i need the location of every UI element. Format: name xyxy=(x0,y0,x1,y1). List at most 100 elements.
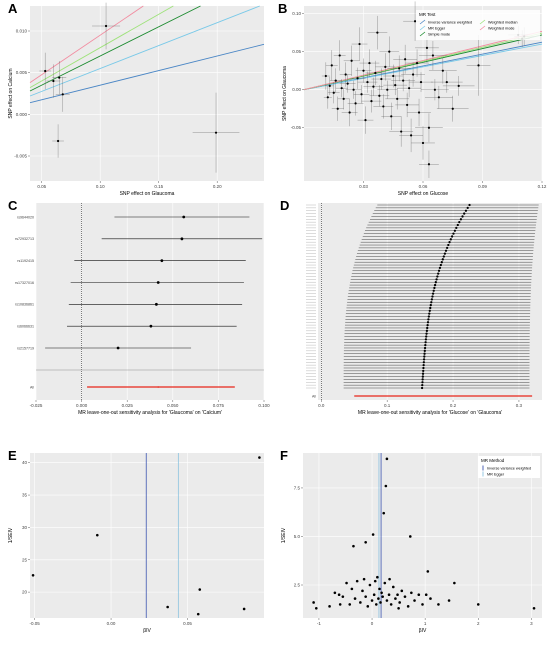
data-point xyxy=(330,64,333,67)
forest-estimate xyxy=(468,203,471,207)
y-tick-label: -0.05 xyxy=(291,125,302,130)
forest-estimate xyxy=(160,259,164,263)
forest-estimate xyxy=(433,283,437,287)
forest-estimate xyxy=(424,341,427,344)
forest-estimate xyxy=(423,355,426,358)
forest-estimate xyxy=(461,215,464,218)
data-point xyxy=(437,603,440,606)
data-point xyxy=(408,535,412,538)
forest-estimate xyxy=(439,263,443,267)
forest-estimate xyxy=(455,226,458,230)
legend-entry: Weighted mode xyxy=(488,27,515,31)
y-tick-label: 0.000 xyxy=(16,112,28,117)
data-point xyxy=(44,69,47,73)
data-point xyxy=(424,593,428,597)
data-point xyxy=(386,88,389,91)
data-point xyxy=(360,93,363,96)
data-point xyxy=(433,88,436,91)
forest-estimate xyxy=(441,258,444,261)
plot-background xyxy=(303,453,542,618)
legend-box xyxy=(416,10,540,40)
data-point xyxy=(451,107,454,110)
data-point xyxy=(345,581,348,585)
snp-label: rs2157719 xyxy=(17,346,34,350)
data-point xyxy=(348,111,351,114)
data-point xyxy=(364,595,367,598)
data-point xyxy=(328,605,331,608)
panel-d: D 0.0 0.1 0.2 0.3 MR leave-one-out sensitivit… xyxy=(280,198,542,416)
forest-estimate xyxy=(428,312,431,315)
data-point xyxy=(394,597,397,600)
forest-estimate xyxy=(423,349,426,352)
data-point xyxy=(441,69,444,72)
data-point xyxy=(340,87,343,90)
snp-label: rs6066631 xyxy=(17,324,34,328)
y-axis-label: 1/SEIV xyxy=(8,527,14,543)
data-point xyxy=(413,599,416,602)
data-point xyxy=(417,111,421,114)
data-point xyxy=(358,42,361,46)
data-point xyxy=(214,131,218,134)
panel-f: F -1 0 1 2 3 2.5 5.0 7.5 βIV 1/SEIV MR Method Invers… xyxy=(280,448,542,634)
data-point xyxy=(384,484,388,488)
data-point xyxy=(362,577,366,581)
x-tick-label: 3 xyxy=(530,621,533,626)
data-point xyxy=(477,64,480,67)
data-point xyxy=(338,603,342,606)
overall-estimate xyxy=(157,386,160,388)
data-point xyxy=(341,595,345,598)
panel-label: E xyxy=(8,448,17,463)
forest-estimate xyxy=(437,269,441,272)
forest-estimate xyxy=(422,358,426,361)
data-point xyxy=(437,96,440,99)
regression-line-1 xyxy=(303,43,543,91)
forest-estimate xyxy=(456,223,459,227)
forest-estimate xyxy=(427,318,430,321)
x-tick-label: 0.06 xyxy=(419,184,428,189)
data-point xyxy=(391,585,395,589)
data-point xyxy=(382,105,385,108)
data-point xyxy=(312,601,315,604)
forest-estimate xyxy=(422,361,426,364)
data-point xyxy=(364,540,367,544)
data-point xyxy=(445,80,448,84)
data-point xyxy=(333,591,337,595)
data-point xyxy=(372,85,375,88)
y-tick-label: 30 xyxy=(22,525,28,530)
x-tick-label: 0.0 xyxy=(318,403,325,408)
forest-estimate xyxy=(453,229,457,232)
y-tick-label: 0.00 xyxy=(292,87,301,92)
y-tick-label: 5.0 xyxy=(294,534,301,539)
x-tick-label: 0 xyxy=(371,621,374,626)
x-tick-label: 0.05 xyxy=(37,184,46,189)
data-point xyxy=(427,126,431,129)
data-point xyxy=(421,141,425,145)
legend-title: MR Test xyxy=(419,12,436,17)
panel-label: C xyxy=(8,198,18,213)
y-tick-label: -0.005 xyxy=(14,154,27,159)
data-point xyxy=(390,115,393,118)
data-point xyxy=(52,79,55,83)
data-point xyxy=(370,100,373,103)
y-tick-label: 0.010 xyxy=(16,29,28,34)
data-point xyxy=(370,599,374,602)
forest-estimate xyxy=(156,281,160,284)
data-point xyxy=(377,597,380,600)
data-point xyxy=(374,71,377,75)
data-point xyxy=(354,102,357,105)
forest-estimate xyxy=(421,383,424,387)
data-point xyxy=(373,579,377,583)
forest-estimate xyxy=(430,298,434,301)
data-point xyxy=(398,601,401,604)
forest-estimate xyxy=(447,243,450,247)
regression-line-2 xyxy=(29,5,201,92)
x-tick-label: -0.025 xyxy=(30,403,43,408)
x-tick-label: 0.05 xyxy=(183,621,192,626)
data-point xyxy=(338,54,341,57)
data-point xyxy=(346,82,349,85)
x-tick-label: 1 xyxy=(424,621,427,626)
forest-estimate xyxy=(149,324,153,328)
forest-estimate xyxy=(428,309,431,312)
x-tick-label: -0.05 xyxy=(29,621,40,626)
data-point xyxy=(411,73,415,76)
